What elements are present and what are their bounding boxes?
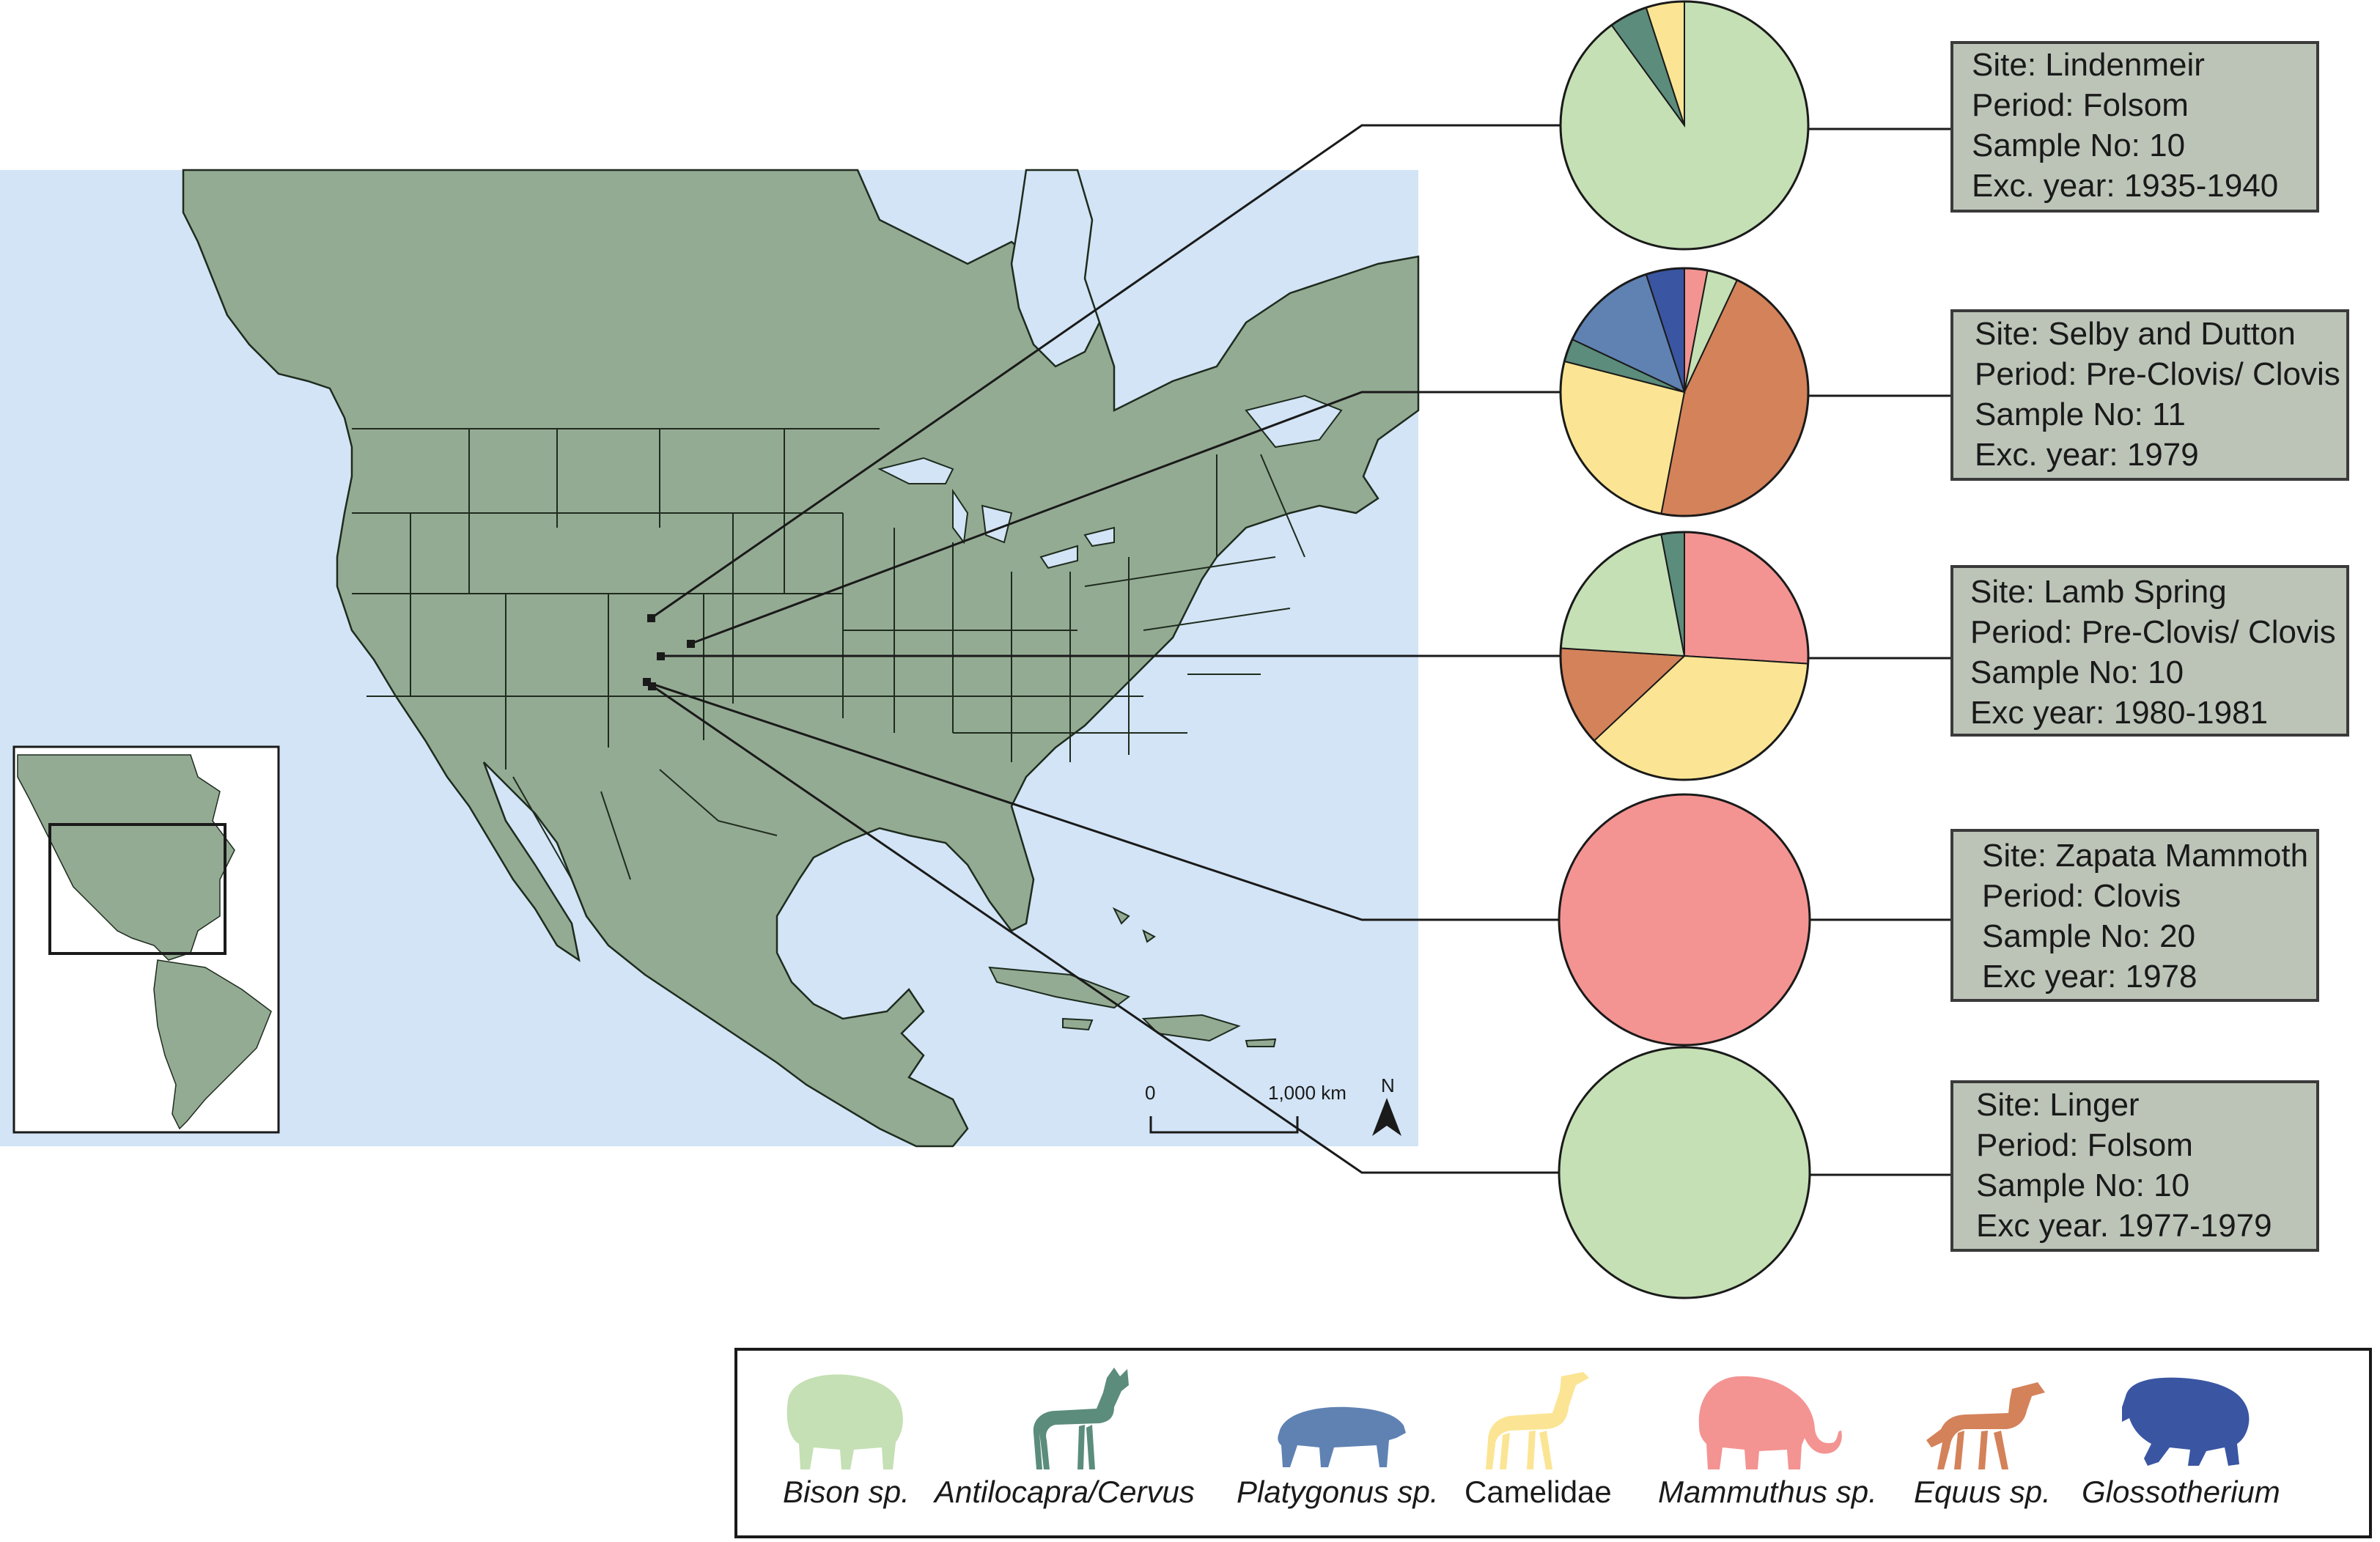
pie-chart xyxy=(1558,793,1811,1047)
camel-icon xyxy=(1486,1372,1589,1469)
scale-start-label: 0 xyxy=(1145,1082,1155,1104)
pie-outline xyxy=(1559,531,1810,781)
legend-label: Bison sp. xyxy=(783,1475,910,1509)
pie-outline xyxy=(1558,1046,1811,1299)
site-name: Site: Lamb Spring xyxy=(1970,574,2227,610)
admin-borders xyxy=(352,428,1305,880)
info-box-zapata: Site: Zapata Mammoth Period: Clovis Samp… xyxy=(1950,829,2319,1002)
north-america-land xyxy=(182,169,1420,1148)
info-box-selby-dutton: Site: Selby and Dutton Period: Pre-Clovi… xyxy=(1950,309,2349,481)
mammoth-icon xyxy=(1698,1376,1842,1469)
info-box-lindenmeir: Site: Lindenmeir Period: Folsom Sample N… xyxy=(1950,41,2319,213)
site-point-linger xyxy=(648,682,656,690)
pie-slice xyxy=(1558,794,1810,1046)
legend-item-glossotherium: Glossotherium xyxy=(2082,1377,2280,1509)
info-boxes: Site: Lindenmeir Period: Folsom Sample N… xyxy=(1809,41,2349,1252)
legend-label: Platygonus sp. xyxy=(1237,1475,1439,1509)
site-year: Exc. year: 1979 xyxy=(1975,437,2199,473)
legend-label: Equus sp. xyxy=(1914,1475,2051,1509)
leader-line-lindenmeir xyxy=(651,124,1560,619)
site-period: Period: Clovis xyxy=(1982,878,2181,914)
leader-line-zapata xyxy=(646,681,1560,921)
legend: Bison sp. Antilocapra/Cervus Platygonus … xyxy=(734,1348,2372,1538)
caribbean-islands xyxy=(988,907,1277,1047)
scale-bar: 0 1,000 km xyxy=(1145,1082,1346,1134)
site-year: Exc year: 1978 xyxy=(1982,959,2197,995)
site-sample: Sample No: 11 xyxy=(1975,396,2186,432)
hudson-bay xyxy=(1010,169,1101,368)
site-name: Site: Linger xyxy=(1976,1087,2140,1123)
leader-lines xyxy=(646,124,1560,1174)
legend-label: Glossotherium xyxy=(2082,1475,2280,1509)
legend-item-mammuthus: Mammuthus sp. xyxy=(1658,1376,1877,1509)
site-sample: Sample No: 10 xyxy=(1970,654,2184,690)
legend-item-antilocapra: Antilocapra/Cervus xyxy=(932,1368,1195,1509)
horse-icon xyxy=(1926,1382,2045,1469)
site-point-lamb-spring xyxy=(657,652,665,660)
site-sample: Sample No: 20 xyxy=(1982,918,2195,954)
inset-map xyxy=(12,745,280,1134)
site-point-zapata xyxy=(643,678,651,686)
pie-outline xyxy=(1559,267,1810,517)
pie-charts xyxy=(1558,0,1811,1299)
legend-label: Antilocapra/Cervus xyxy=(932,1475,1195,1509)
pie-slice xyxy=(1684,531,1810,665)
legend-item-platygonus: Platygonus sp. xyxy=(1237,1406,1439,1509)
pie-chart xyxy=(1559,0,1810,251)
site-name: Site: Zapata Mammoth xyxy=(1982,838,2308,874)
site-period: Period: Pre-Clovis/ Clovis xyxy=(1970,614,2336,650)
legend-label: Mammuthus sp. xyxy=(1658,1475,1877,1509)
leader-line-linger xyxy=(652,685,1560,1174)
pie-chart xyxy=(1558,1046,1811,1299)
scale-end-label: 1,000 km xyxy=(1268,1082,1346,1104)
pie-chart xyxy=(1559,531,1810,781)
info-box-linger: Site: Linger Period: Folsom Sample No: 1… xyxy=(1950,1080,2319,1252)
leader-line-selby-dutton xyxy=(690,391,1560,645)
pie-outline xyxy=(1559,0,1810,251)
peccary-icon xyxy=(1278,1406,1406,1467)
pronghorn-icon xyxy=(1033,1368,1129,1469)
info-box-lamb-spring: Site: Lamb Spring Period: Pre-Clovis/ Cl… xyxy=(1950,565,2349,737)
legend-item-equus: Equus sp. xyxy=(1914,1382,2051,1509)
site-period: Period: Pre-Clovis/ Clovis xyxy=(1975,356,2340,392)
bison-icon xyxy=(786,1374,903,1469)
site-year: Exc. year: 1935-1940 xyxy=(1972,168,2278,204)
site-point-lindenmeir xyxy=(647,614,655,622)
legend-item-bison: Bison sp. xyxy=(783,1374,910,1509)
site-points xyxy=(643,614,695,690)
site-year: Exc year. 1977-1979 xyxy=(1976,1208,2272,1244)
site-sample: Sample No: 10 xyxy=(1976,1167,2189,1203)
pie-chart xyxy=(1559,267,1810,517)
ground-sloth-icon xyxy=(2122,1377,2250,1466)
svg-text:N: N xyxy=(1381,1074,1395,1096)
inset-south-america xyxy=(153,959,272,1130)
legend-label: Camelidae xyxy=(1465,1475,1612,1509)
legend-item-camelidae: Camelidae xyxy=(1465,1372,1612,1509)
inset-extent-box xyxy=(48,823,226,955)
site-sample: Sample No: 10 xyxy=(1972,128,2185,163)
site-period: Period: Folsom xyxy=(1976,1127,2193,1163)
site-year: Exc year: 1980-1981 xyxy=(1970,695,2268,731)
site-name: Site: Lindenmeir xyxy=(1972,47,2205,83)
pie-slice xyxy=(1558,1047,1810,1299)
site-point-selby-dutton xyxy=(687,640,695,648)
site-period: Period: Folsom xyxy=(1972,87,2189,123)
north-arrow-icon: N xyxy=(1372,1074,1401,1136)
legend-frame xyxy=(734,1348,2372,1538)
site-name: Site: Selby and Dutton xyxy=(1975,316,2296,352)
